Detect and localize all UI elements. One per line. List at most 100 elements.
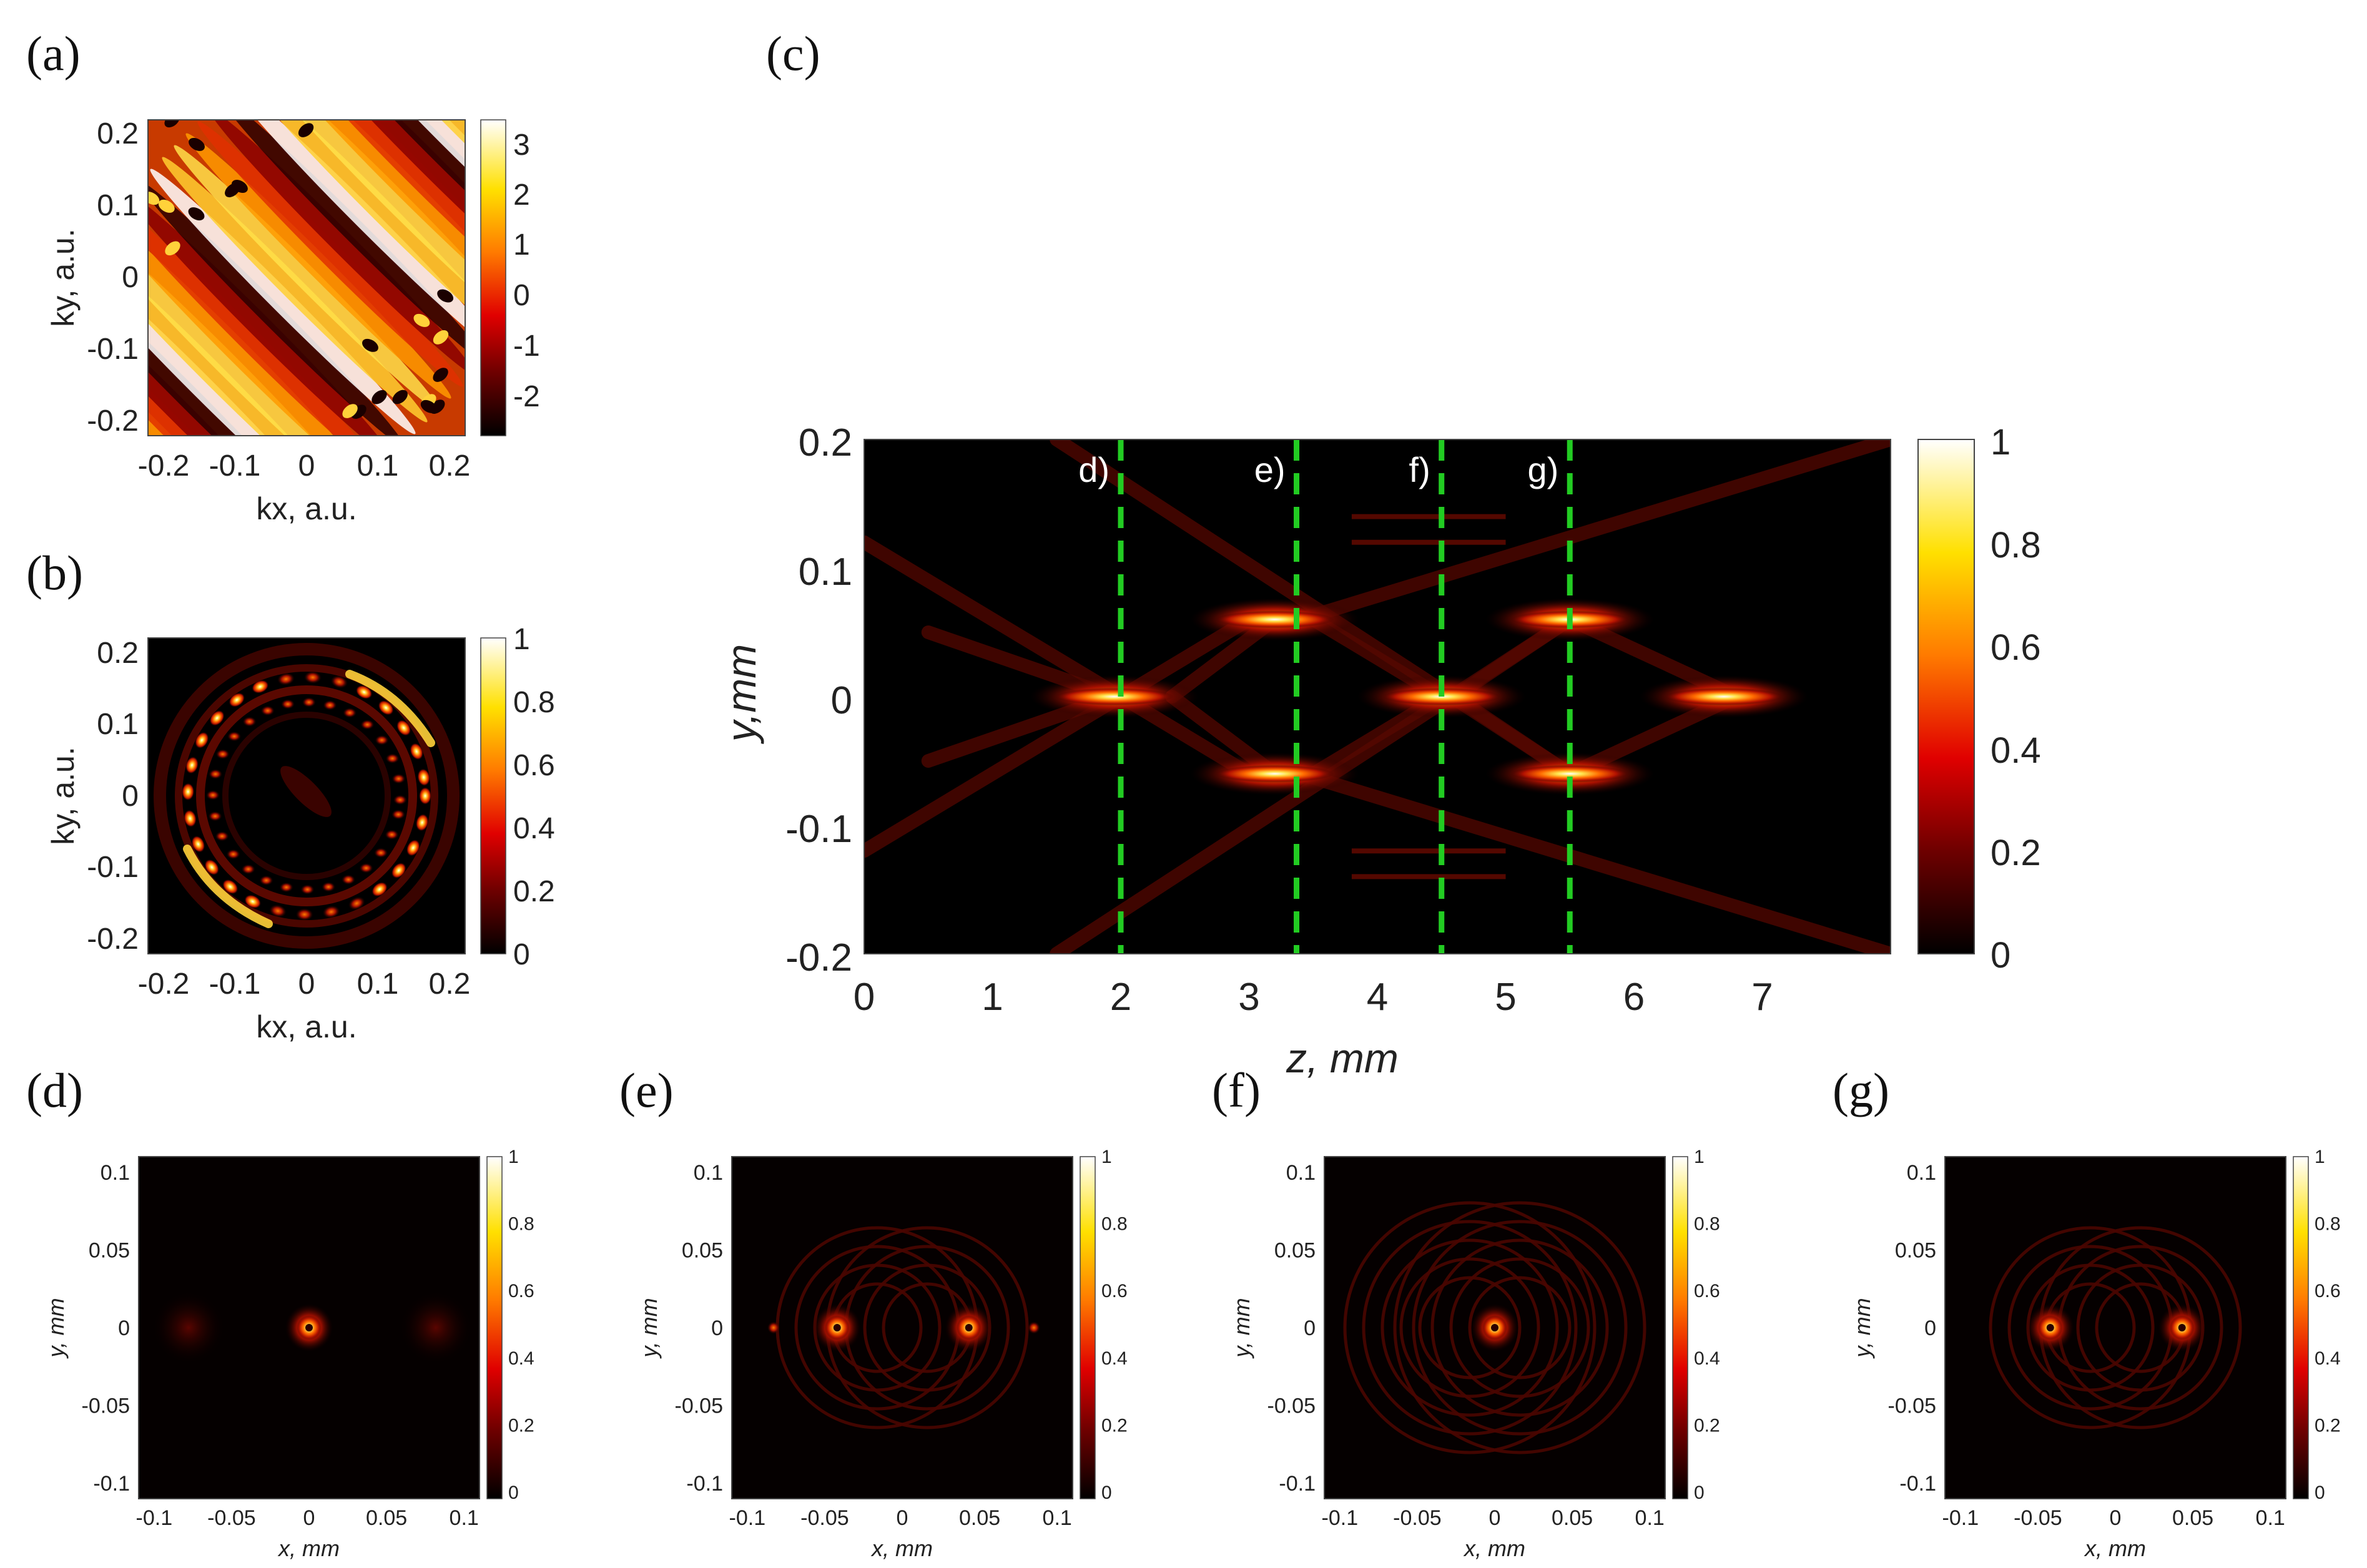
ring-spot <box>185 757 199 774</box>
beam <box>864 612 1256 858</box>
panel-e: (e) -0.1 -0.05 0 0.05 0.1 0.1 0.05 0 -0.05 -0.1 x, … <box>619 1063 1128 1561</box>
panel-frame <box>138 1156 480 1499</box>
tick-label: 0.4 <box>1101 1348 1128 1369</box>
tick-label: 2 <box>1110 976 1131 1019</box>
tick-label: 0.05 <box>959 1506 1000 1530</box>
phase-stripe <box>148 240 345 436</box>
spot-core <box>2046 1324 2054 1331</box>
tick-label: 0.8 <box>2315 1214 2341 1235</box>
ring-spot <box>322 881 336 892</box>
panel-b-label: (b) <box>26 546 83 600</box>
ring-spot <box>280 699 295 710</box>
tick-label: 0.6 <box>1694 1281 1720 1301</box>
phase-stripe <box>150 169 416 434</box>
phase-stripe <box>328 120 465 257</box>
panel-c-label: (c) <box>766 26 820 81</box>
marker-label-f: f) <box>1409 450 1430 489</box>
panel-e-colorbar <box>1080 1156 1096 1499</box>
spot-core <box>2178 1324 2186 1331</box>
ring-spot <box>343 707 357 718</box>
tick-label: -0.1 <box>785 808 852 851</box>
phase-stripe <box>148 216 368 436</box>
tick-label: 0.4 <box>2315 1348 2341 1369</box>
tick-label: 0.4 <box>508 1348 534 1369</box>
tick-label: -0.1 <box>93 1472 130 1496</box>
tick-label: 0.8 <box>1694 1214 1720 1235</box>
ring-spot <box>410 743 423 760</box>
tick-label: -0.1 <box>1279 1472 1316 1496</box>
ring-spot <box>215 831 229 841</box>
ring-spot <box>385 753 400 764</box>
panel-b-ylabel: ky, a.u. <box>46 747 81 845</box>
panel-b-colorbar <box>480 637 506 954</box>
ring-spot <box>195 732 209 749</box>
ring-spot <box>182 783 195 801</box>
fringe-ring <box>1380 1238 1559 1417</box>
tick-label: 5 <box>1495 976 1516 1019</box>
panel-b-xlabel: kx, a.u. <box>256 1009 357 1044</box>
tick-label: 0 <box>1101 1482 1112 1503</box>
tick-label: 0.1 <box>2256 1506 2285 1530</box>
tick-label: -0.2 <box>87 404 139 438</box>
ring-spot <box>396 720 411 736</box>
tick-label: 0.05 <box>1895 1238 1936 1262</box>
phase-stripe <box>257 120 465 328</box>
fringe-ring <box>1412 1220 1628 1436</box>
ring-spot <box>215 749 230 760</box>
ring-spot <box>226 849 240 860</box>
panel-b-x-ticks: -0.2 -0.1 0 0.1 0.2 <box>138 968 471 1001</box>
panel-f-ylabel: y, mm <box>1229 1298 1254 1359</box>
marker-label-e: e) <box>1254 450 1286 489</box>
tick-label: 0 <box>118 1316 130 1340</box>
tick-label: -0.05 <box>1267 1394 1316 1418</box>
marker-label-d: d) <box>1078 450 1110 489</box>
tick-label: 0.8 <box>1991 525 2041 566</box>
ring-spot <box>229 692 245 707</box>
ring-spot <box>322 905 340 919</box>
tick-label: 0.05 <box>682 1238 723 1262</box>
tick-label: 0.2 <box>513 875 555 908</box>
tick-label: 0 <box>2110 1506 2122 1530</box>
fringe-ring <box>1468 1276 1572 1379</box>
panel-a-phase-map <box>148 120 465 436</box>
tick-label: 0.1 <box>357 968 399 1001</box>
panel-a-label: (a) <box>26 26 81 81</box>
tick-label: -0.1 <box>209 968 261 1001</box>
phase-blob <box>158 199 175 213</box>
tick-label: -0.1 <box>87 851 139 884</box>
panel-frame <box>1324 1156 1666 1499</box>
tick-label: 0.1 <box>694 1161 723 1185</box>
phase-blob <box>420 399 437 413</box>
tick-label: -0.1 <box>1899 1472 1936 1496</box>
phase-stripe <box>148 228 357 436</box>
ring-spot <box>415 813 429 831</box>
panel-g-ylabel: y, mm <box>1849 1298 1875 1359</box>
tick-label: -0.1 <box>136 1506 173 1530</box>
ring-spot <box>359 863 373 873</box>
phase-stripe <box>221 120 465 363</box>
spot-core <box>305 1324 313 1331</box>
tick-label: -0.1 <box>729 1506 766 1530</box>
phase-blob <box>433 330 449 345</box>
tick-label: 0 <box>508 1482 519 1503</box>
tick-label: -0.1 <box>87 333 139 366</box>
phase-stripe <box>304 120 465 280</box>
tick-label: 6 <box>1623 976 1645 1019</box>
ring-spot <box>279 882 293 893</box>
panel-d-label: (d) <box>26 1063 83 1117</box>
tick-label: -1 <box>513 330 540 363</box>
small-panels: (d) -0.1 -0.05 0 0.05 0.1 0.1 0.05 0 -0.05 -0.1 x, … <box>26 1063 2341 1561</box>
tick-label: 0 <box>122 261 139 294</box>
tick-label: 0.2 <box>1101 1415 1128 1436</box>
panel-background <box>1945 1157 2286 1499</box>
spot-core <box>965 1324 973 1331</box>
ring-spot <box>374 848 388 858</box>
ring-spot <box>208 811 222 821</box>
ring-spot <box>204 859 219 876</box>
panel-a-x-ticks: -0.2 -0.1 0 0.1 0.2 <box>138 449 471 483</box>
panel-e-intensity-map <box>732 1157 1073 1499</box>
panel-a-colorbar-ticks: 3 2 1 0 -1 -2 <box>513 129 540 413</box>
tick-label: 0.1 <box>357 449 399 483</box>
panel-frame <box>1944 1156 2286 1499</box>
ring-spot <box>406 839 420 856</box>
